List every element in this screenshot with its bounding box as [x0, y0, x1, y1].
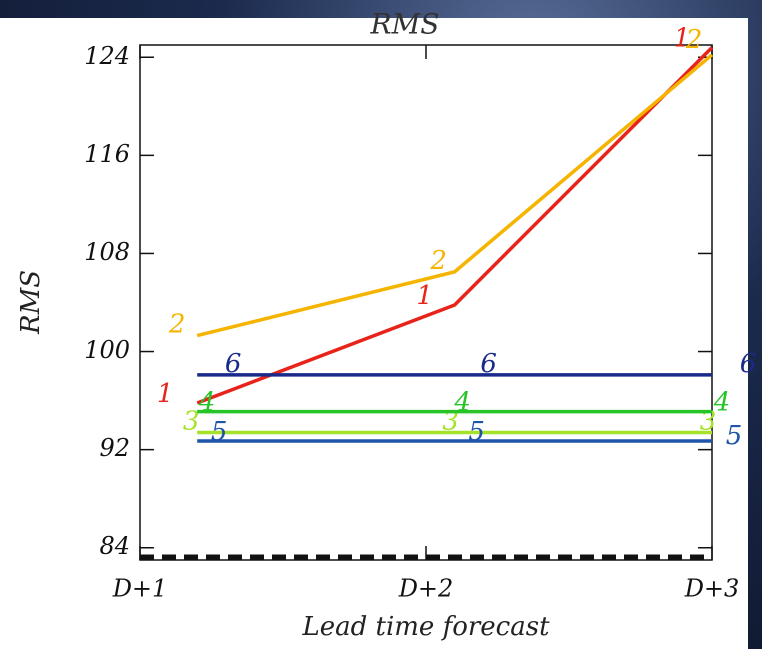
series-label: 1: [157, 379, 174, 409]
series-label: 5: [211, 417, 228, 447]
y-tick-label: 108: [84, 238, 130, 266]
series-label: 1: [416, 281, 433, 311]
series-label: 4: [198, 388, 216, 418]
series-line: [196, 46, 714, 405]
y-tick-label: 92: [99, 434, 130, 462]
series-label: 3: [442, 406, 459, 436]
y-tick-label: 116: [84, 140, 130, 168]
series-label: 1: [674, 23, 691, 53]
x-tick-label: D+3: [684, 575, 740, 603]
y-tick-label: 100: [84, 336, 130, 364]
series-label: 6: [225, 349, 242, 379]
series-line: [196, 53, 714, 338]
series-label: 4: [453, 388, 471, 418]
chart-title: RMS: [370, 8, 440, 41]
series-label: 6: [480, 349, 497, 379]
series-label: 5: [726, 421, 743, 451]
y-tick-label: 84: [99, 532, 130, 560]
panel: [0, 18, 748, 649]
y-axis-label: RMS: [16, 270, 46, 335]
series-label: 2: [685, 25, 703, 55]
x-axis-label: Lead time forecast: [301, 612, 550, 642]
series-label: 5: [468, 417, 485, 447]
y-tick-label: 124: [84, 42, 130, 70]
series-label: 2: [429, 246, 447, 276]
series-label: 2: [168, 310, 186, 340]
series-label: 6: [740, 349, 757, 379]
x-tick-label: D+1: [112, 575, 168, 603]
x-tick-label: D+2: [398, 575, 454, 603]
series-label: 4: [713, 388, 731, 418]
series-label: 3: [700, 406, 717, 436]
series-label: 3: [183, 406, 200, 436]
